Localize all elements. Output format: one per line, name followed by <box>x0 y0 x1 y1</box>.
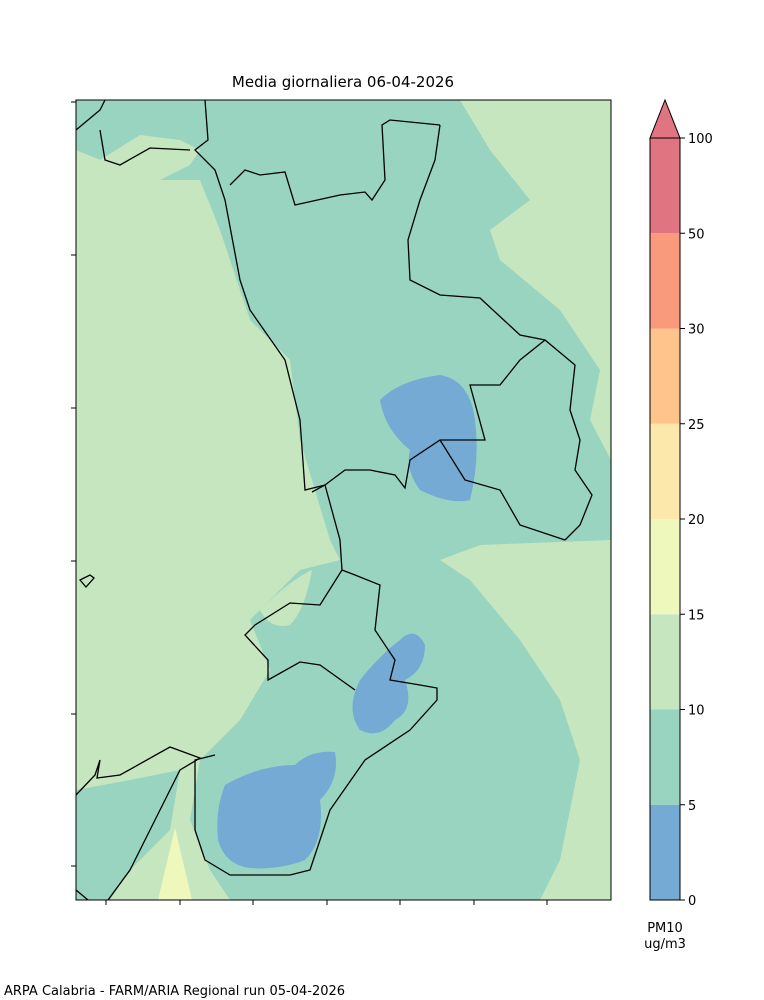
colorbar-tick-label: 5 <box>688 799 696 814</box>
colorbar-quantity: PM10 <box>647 921 683 936</box>
colorbar-tick-label: 20 <box>688 513 705 528</box>
map-ticks <box>71 101 548 905</box>
contour-region <box>352 633 425 734</box>
map-title: Media giornaliera 06-04-2026 <box>232 73 454 91</box>
colorbar-segment <box>650 804 680 900</box>
colorbar-tick-label: 100 <box>688 132 713 147</box>
colorbar-segment <box>650 614 680 710</box>
colorbar-tick-label: 15 <box>688 608 705 623</box>
colorbar-segment <box>650 519 680 615</box>
colorbar-segment <box>650 138 680 234</box>
colorbar-segment <box>650 709 680 805</box>
coastline <box>78 574 95 588</box>
colorbar: 0 5 10 15 20 25 30 50 100 <box>649 98 713 909</box>
contour-region <box>76 100 611 900</box>
contour-region <box>100 135 200 185</box>
colorbar-unit: ug/m3 <box>644 937 686 952</box>
coastline <box>194 100 438 876</box>
border <box>229 119 441 206</box>
colorbar-segment <box>650 233 680 329</box>
colorbar-tick-label: 30 <box>688 323 705 338</box>
colorbar-segment <box>650 423 680 519</box>
coastline <box>76 746 202 900</box>
coastline <box>76 889 89 900</box>
colorbar-tick-label: 25 <box>688 418 705 433</box>
colorbar-extension <box>649 98 681 139</box>
colorbar-segment <box>650 328 680 424</box>
coastline <box>76 100 191 166</box>
coastline <box>407 124 593 541</box>
colorbar-tick-label: 50 <box>688 227 705 242</box>
contour-region <box>380 375 477 502</box>
contour-region <box>217 751 336 869</box>
colorbar-tick-label: 10 <box>688 704 705 719</box>
contour-region <box>76 770 180 900</box>
footer: ARPA Calabria - FARM/ARIA Regional run 0… <box>4 984 345 999</box>
contour-region <box>260 570 312 626</box>
map <box>71 99 612 905</box>
contour-region <box>158 828 192 900</box>
colorbar-tick-label: 0 <box>688 894 696 909</box>
map-frame <box>75 99 612 901</box>
border <box>311 339 546 493</box>
border <box>439 439 566 541</box>
border <box>244 569 356 691</box>
